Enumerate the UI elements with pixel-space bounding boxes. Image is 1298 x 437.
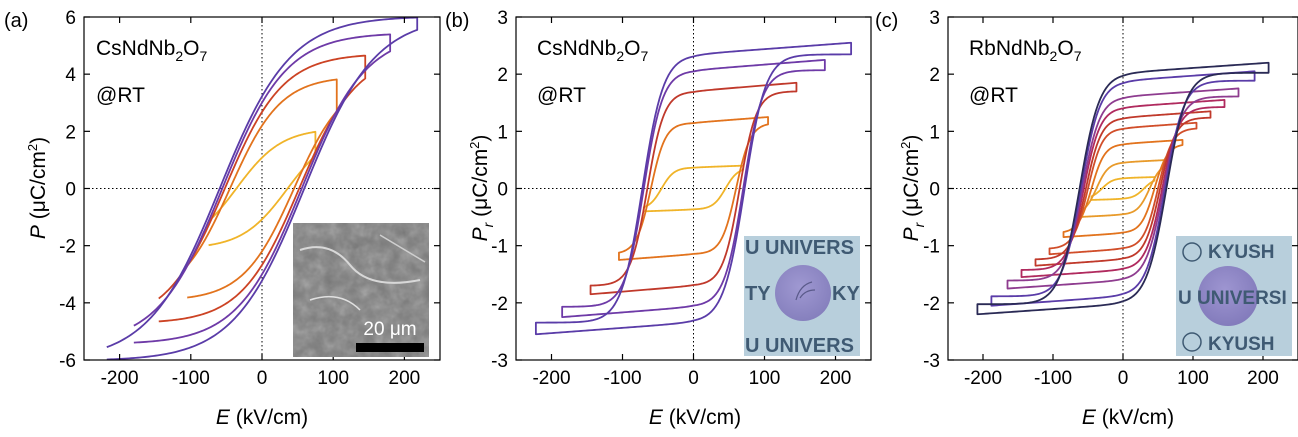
sample-label: CsNdNb2O7	[537, 37, 649, 64]
y-tick-label: 3	[929, 8, 940, 29]
x-tick-label: -200	[964, 368, 1002, 389]
x-tick-label: 100	[749, 368, 781, 389]
x-tick-label: -100	[172, 368, 210, 389]
photo-inset: U UNIVERS TY KY U UNIVERS	[744, 236, 860, 357]
x-tick-label: 100	[1177, 368, 1209, 389]
plot-area: -200 -100 0 100 200 -3 -2 -1 0 1 2 3	[491, 8, 872, 389]
y-tick-label: 3	[497, 8, 508, 29]
x-tick-label: 200	[820, 368, 852, 389]
x-tick-label: 200	[1247, 368, 1279, 389]
y-tick-label: 1	[497, 122, 508, 143]
photo-inset: KYUSH U UNIVERSI KYUSH	[1176, 236, 1292, 356]
condition-label: @RT	[969, 84, 1018, 107]
loop-series-2	[618, 116, 769, 261]
x-tick-label: 100	[317, 368, 349, 389]
loop-series-3	[589, 81, 798, 296]
y-tick-label: 2	[929, 65, 940, 86]
y-axis-label: Pr (μC/cm2)	[467, 135, 496, 242]
loop-series-3	[1062, 139, 1184, 238]
y-tick-label: 2	[65, 122, 76, 143]
x-tick-label: -200	[101, 368, 139, 389]
svg-text:U UNIVERS: U UNIVERS	[745, 237, 854, 259]
sem-inset: 20 μm	[293, 223, 429, 357]
y-tick-label: -3	[491, 351, 508, 372]
x-tick-label: 0	[1118, 368, 1129, 389]
y-tick-label: -4	[59, 294, 76, 315]
y-tick-label: -2	[923, 294, 940, 315]
loop-series-7	[1006, 87, 1240, 290]
loop-series-9	[976, 61, 1270, 316]
y-tick-label: 0	[65, 180, 76, 201]
condition-label: @RT	[96, 84, 145, 107]
plot-area: -200 -100 0 100 200 -3 -2 -1 0 1 2 3	[923, 8, 1298, 389]
sample-label: CsNdNb2O7	[96, 37, 208, 64]
y-tick-label: 0	[497, 180, 508, 201]
svg-text:U UNIVERS: U UNIVERS	[745, 335, 854, 357]
loop-series-8	[990, 70, 1256, 307]
loop-series-4	[1048, 121, 1198, 256]
loop-series-5	[1034, 110, 1212, 267]
x-axis-label: E (kV/cm)	[216, 406, 308, 429]
x-tick-label: -100	[603, 368, 641, 389]
svg-text:KYUSH: KYUSH	[1208, 334, 1275, 355]
x-tick-label: -200	[532, 368, 570, 389]
condition-label: @RT	[537, 84, 586, 107]
y-tick-label: 4	[65, 65, 76, 86]
y-tick-label: 0	[929, 180, 940, 201]
loop-series-4	[133, 33, 392, 344]
y-tick-label: -1	[491, 237, 508, 258]
x-axis-label: E (kV/cm)	[1082, 406, 1174, 429]
loop-series-5	[106, 16, 419, 361]
panel-label: (a)	[4, 10, 28, 32]
panel-label: (c)	[875, 10, 898, 32]
x-tick-label: 0	[257, 368, 268, 389]
y-tick-label: -3	[923, 351, 940, 372]
x-tick-label: -100	[1034, 368, 1072, 389]
x-axis-label: E (kV/cm)	[649, 406, 741, 429]
y-tick-label: -1	[923, 237, 940, 258]
loop-series-2	[186, 78, 338, 299]
panel-label: (b)	[445, 10, 469, 32]
svg-text:TY: TY	[745, 283, 771, 305]
y-tick-label: 1	[929, 122, 940, 143]
y-tick-label: 2	[497, 65, 508, 86]
y-axis-label: P (μC/cm2)	[25, 137, 50, 239]
y-tick-label: -2	[59, 237, 76, 258]
y-tick-label: -6	[59, 351, 76, 372]
svg-text:U UNIVERSI: U UNIVERSI	[1178, 288, 1287, 309]
plot-area: -200 -100 0 100 200 -6 -4 -2 0 2 4 6	[59, 8, 441, 389]
loop-series-4	[561, 58, 826, 319]
x-tick-label: 200	[389, 368, 421, 389]
loop-series-3	[158, 54, 367, 323]
svg-text:KYUSH: KYUSH	[1208, 242, 1275, 263]
y-tick-label: 6	[65, 8, 76, 29]
scale-bar-label: 20 μm	[363, 319, 416, 340]
sample-label: RbNdNb2O7	[969, 37, 1082, 64]
x-tick-label: 0	[688, 368, 699, 389]
y-axis-label: Pr (μC/cm2)	[898, 135, 927, 242]
svg-text:KY: KY	[832, 283, 860, 305]
y-tick-label: -2	[491, 294, 508, 315]
loop-series-6	[1020, 98, 1226, 279]
loop-series-5	[534, 41, 853, 336]
